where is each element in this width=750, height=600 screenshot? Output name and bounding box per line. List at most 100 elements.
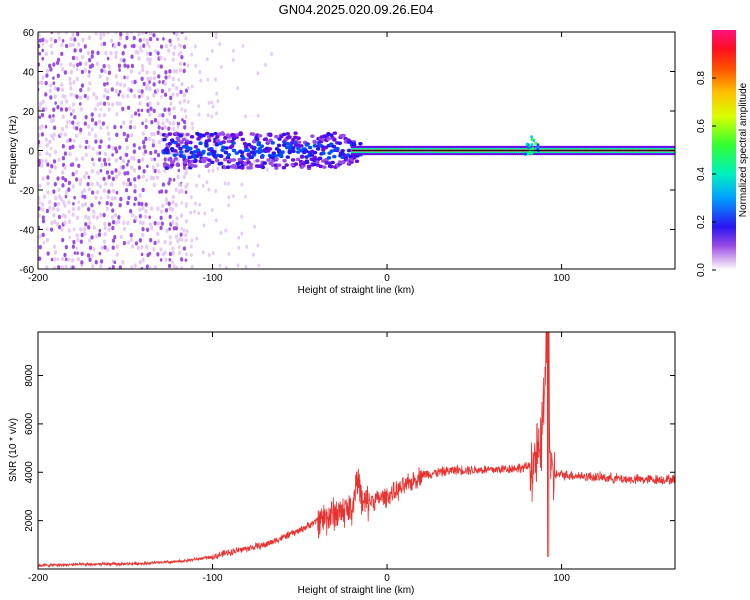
heatmap-cell: [125, 35, 129, 41]
heatmap-cell: [38, 38, 42, 43]
heatmap-cell: [190, 253, 193, 258]
heatmap-cell: [159, 44, 164, 49]
heatmap-cell: [106, 101, 111, 107]
heatmap-cell: [84, 222, 88, 227]
heatmap-cell: [57, 187, 61, 193]
heatmap-cell: [211, 104, 215, 109]
heatmap-cell: [90, 168, 94, 174]
heatmap-cell: [163, 239, 167, 245]
heatmap-cell: [216, 166, 220, 171]
heatmap-cell: [156, 252, 160, 257]
heatmap-cell: [113, 260, 117, 265]
heatmap-cell: [281, 165, 287, 170]
heatmap-cell: [122, 220, 126, 225]
heatmap-cell: [56, 87, 60, 92]
heatmap-cell: [88, 81, 92, 86]
heatmap-cell: [260, 154, 265, 158]
heatmap-cell: [41, 75, 45, 80]
heatmap-cell: [126, 93, 130, 99]
heatmap-cell: [108, 162, 111, 167]
heatmap-cell: [60, 87, 65, 92]
heatmap-cell: [107, 107, 111, 112]
heatmap-cell: [209, 132, 214, 137]
heatmap-cell: [132, 156, 136, 161]
heatmap-cell: [198, 141, 203, 146]
heatmap-cell: [290, 158, 296, 162]
heatmap-cell: [181, 137, 186, 142]
heatmap-cell: [145, 264, 150, 269]
heatmap-cell: [268, 36, 272, 41]
heatmap-cell: [171, 57, 175, 62]
heatmap-cell: [53, 149, 58, 155]
heatmap-cell: [211, 153, 217, 157]
heatmap-cell: [177, 43, 181, 48]
heatmap-cell: [126, 133, 130, 139]
heatmap-cell: [38, 62, 41, 67]
heatmap-cell: [125, 145, 129, 151]
heatmap-cell: [219, 230, 223, 235]
heatmap-cell: [184, 218, 188, 224]
heatmap-cell: [156, 231, 160, 236]
heatmap-cell: [96, 102, 100, 107]
heatmap-cell: [228, 145, 233, 150]
heatmap-cell: [118, 145, 122, 150]
heatmap-cell: [534, 141, 538, 146]
heatmap-cell: [675, 146, 678, 148]
heatmap-cell: [106, 89, 110, 94]
heatmap-cell: [110, 182, 114, 187]
heatmap-cell: [95, 233, 99, 239]
heatmap-cell: [184, 190, 188, 195]
heatmap-cell: [84, 114, 88, 120]
heatmap-cell: [145, 244, 149, 250]
heatmap-cell: [675, 148, 678, 150]
heatmap-cell: [215, 111, 218, 116]
heatmap-cell: [138, 193, 142, 198]
heatmap-cell: [141, 257, 145, 263]
heatmap-cell: [52, 189, 56, 194]
heatmap-cell: [99, 139, 103, 144]
heatmap-cell: [193, 164, 198, 168]
heatmap-cell: [184, 114, 188, 119]
heatmap-cell: [107, 227, 111, 232]
heatmap-cell: [102, 212, 106, 218]
heatmap-cell: [268, 133, 273, 138]
heatmap-cell: [53, 94, 57, 99]
heatmap-cell: [87, 124, 91, 129]
heatmap-cell: [65, 99, 69, 104]
heatmap-cell: [184, 232, 188, 238]
heatmap-cell: [105, 247, 110, 252]
heatmap-cell: [130, 212, 135, 218]
heatmap-cell: [198, 70, 202, 75]
heatmap-cell: [193, 209, 197, 214]
heatmap-cell: [189, 195, 193, 200]
heatmap-cell: [200, 151, 206, 155]
heatmap-cell: [158, 80, 161, 84]
heatmap-cell: [157, 125, 161, 130]
heatmap-cell: [76, 256, 80, 262]
heatmap-cell: [148, 45, 151, 49]
heatmap-cell: [77, 163, 81, 169]
heatmap-cell: [103, 225, 107, 231]
heatmap-cell: [87, 187, 91, 192]
heatmap-cell: [191, 97, 195, 102]
heatmap-cell: [175, 69, 179, 74]
heatmap-cell: [177, 203, 181, 208]
heatmap-cell: [79, 107, 83, 112]
heatmap-cell: [53, 38, 58, 44]
heatmap-cell: [193, 144, 199, 149]
heatmap-cell: [38, 101, 43, 107]
heatmap-cell: [71, 171, 75, 177]
heatmap-cell: [201, 183, 205, 188]
heatmap-cell: [50, 257, 54, 262]
heatmap-cell: [248, 165, 253, 170]
heatmap-cell: [52, 62, 56, 67]
heatmap-cell: [75, 77, 79, 82]
heatmap-cell: [164, 208, 169, 213]
heatmap-cell: [167, 157, 172, 162]
heatmap-cell: [178, 105, 182, 110]
heatmap-cell: [184, 36, 188, 41]
heatmap-cell: [121, 106, 125, 112]
heatmap-cell: [71, 265, 75, 269]
heatmap-cell: [159, 247, 163, 252]
heatmap-cell: [141, 221, 145, 226]
